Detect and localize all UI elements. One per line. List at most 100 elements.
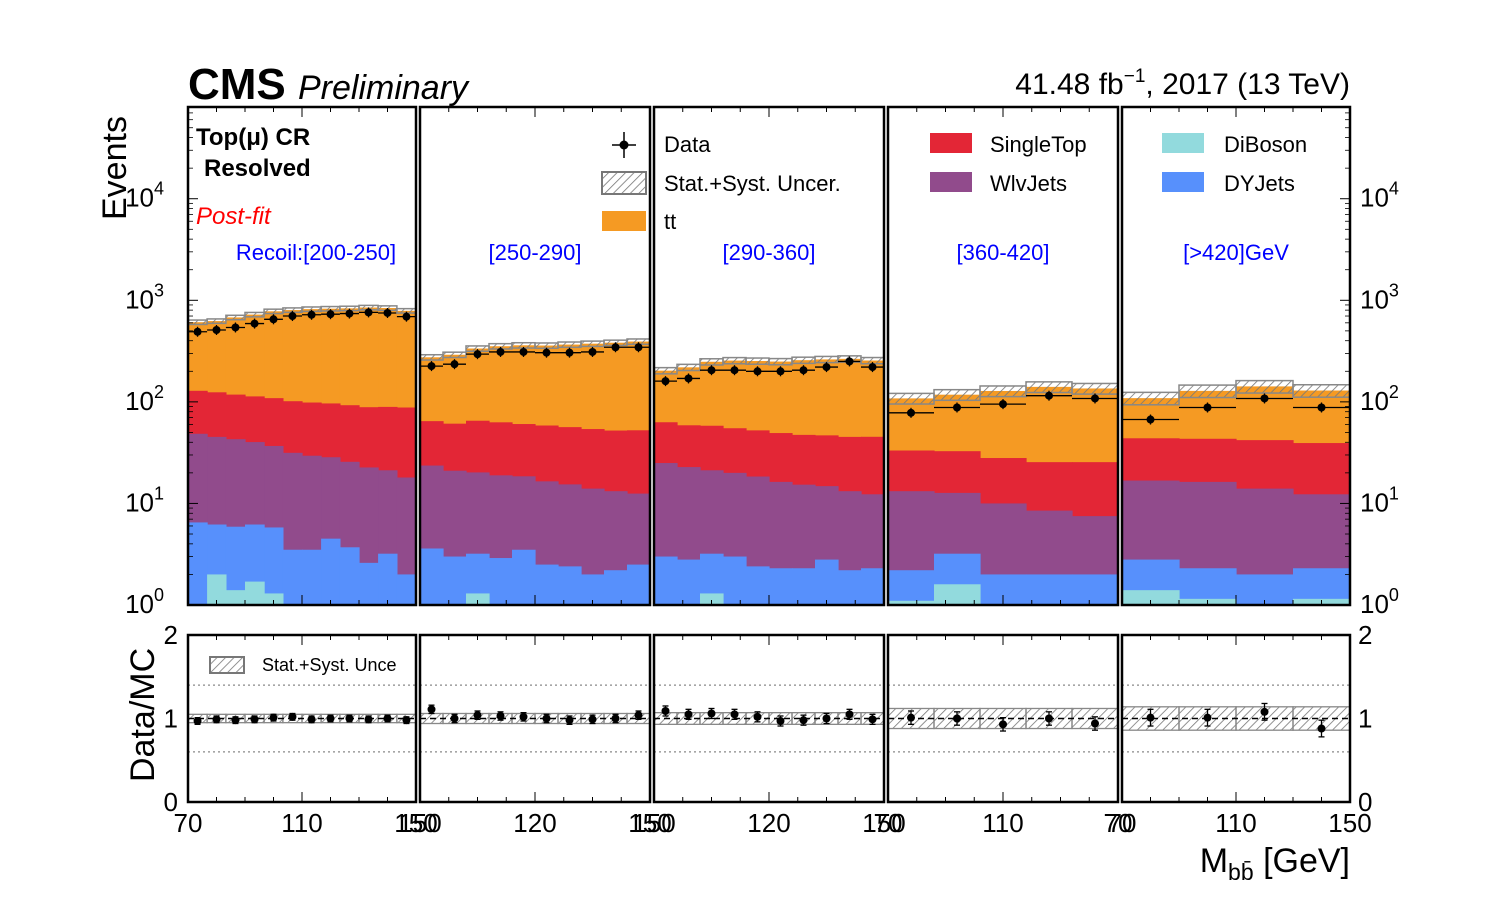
panel-5: [>420]GeV 70 110 150 xyxy=(1108,105,1372,838)
y-tick-label: 100 xyxy=(1360,585,1399,619)
y-tick-label: 101 xyxy=(1360,483,1399,517)
main-frame xyxy=(886,105,1120,607)
data-point xyxy=(326,310,335,319)
main-frame xyxy=(1120,105,1352,607)
bar-dyjets xyxy=(420,548,444,605)
recoil-label: [>420]GeV xyxy=(1183,240,1289,265)
bar-dyjets xyxy=(443,556,467,605)
ratio-point xyxy=(907,713,915,722)
recoil-label: Recoil:[200-250] xyxy=(236,240,396,265)
uncert-band xyxy=(1071,382,1119,395)
ratio-point xyxy=(1045,714,1053,723)
data-point xyxy=(661,377,670,386)
data-point xyxy=(953,403,961,412)
ratio-point xyxy=(269,713,278,722)
y-tick-label: 104 xyxy=(125,179,164,213)
y-tick-label: 104 xyxy=(1360,179,1399,213)
bar-dyjets xyxy=(815,559,839,605)
ratio-point xyxy=(193,717,202,726)
data-point xyxy=(364,308,373,317)
uncert-band xyxy=(745,357,770,365)
ratio-point xyxy=(307,715,316,724)
ratio-y-tick-label: 1 xyxy=(1358,704,1372,734)
uncert-band xyxy=(442,351,467,359)
ratio-point xyxy=(611,714,620,723)
ratio-point xyxy=(542,714,551,723)
ratio-point xyxy=(212,715,221,724)
uncert-band xyxy=(768,357,793,366)
data-point xyxy=(288,312,297,321)
bar-dyjets xyxy=(627,564,651,605)
bar-dyjets xyxy=(225,526,246,605)
bar-dyjets xyxy=(604,570,628,605)
data-point xyxy=(212,325,221,334)
ratio-point xyxy=(345,714,354,723)
bar-dyjets xyxy=(1026,574,1073,605)
bar-dyjets xyxy=(1072,574,1119,605)
ratio-point xyxy=(288,712,297,721)
data-point xyxy=(496,347,505,356)
data-point xyxy=(519,347,528,356)
ratio-point xyxy=(953,714,961,723)
bar-dyjets xyxy=(302,549,322,605)
panel-1: Recoil:[200-250] 70 110 150 xyxy=(174,105,438,838)
region-label-line2: Resolved xyxy=(204,155,311,182)
panel-4: [360-420] 70 110 70 xyxy=(874,105,1132,838)
bar-dyjets xyxy=(746,566,770,605)
x-tick-label: 110 xyxy=(982,808,1023,838)
data-point xyxy=(634,343,643,352)
bar-dyjets xyxy=(378,553,398,605)
bar-dyjets xyxy=(838,570,862,605)
y-tick-label: 100 xyxy=(125,585,164,619)
data-point xyxy=(345,309,354,318)
legend-tt-label: tt xyxy=(664,209,676,234)
bar-dyjets xyxy=(512,549,536,605)
data-point xyxy=(250,319,259,328)
uncert-band xyxy=(1121,391,1180,406)
bar-wlvjets xyxy=(396,477,417,605)
ratio-legend-label: Stat.+Syst. Unce xyxy=(262,655,397,675)
legend-data-marker xyxy=(612,132,636,158)
uncert-band xyxy=(933,388,981,402)
cms-label: CMS xyxy=(188,60,286,109)
data-point xyxy=(450,360,459,369)
data-point xyxy=(799,366,808,375)
bar-dyjets xyxy=(339,547,360,605)
bar-diboson xyxy=(934,584,981,605)
data-point xyxy=(307,310,316,319)
ratio-point xyxy=(799,716,808,725)
ratio-point xyxy=(999,720,1007,729)
bar-dyjets xyxy=(535,564,559,605)
uncert-band xyxy=(419,353,444,361)
uncert-band xyxy=(187,319,208,326)
bar-dyjets xyxy=(888,570,935,605)
ratio-legend-swatch xyxy=(209,656,245,674)
ratio-frame xyxy=(886,633,1120,804)
legend-singletop-label: SingleTop xyxy=(990,132,1087,157)
data-point xyxy=(845,357,854,366)
x-tick-label: 150 xyxy=(1328,808,1371,838)
data-point xyxy=(427,362,436,371)
x-tick-label: 150 xyxy=(394,808,437,838)
data-point xyxy=(707,366,716,375)
x-tick-label: 120 xyxy=(513,808,556,838)
ratio-frame xyxy=(186,633,418,804)
ratio-point xyxy=(364,715,373,724)
uncert-band xyxy=(814,355,839,364)
ratio-point xyxy=(588,715,597,724)
data-point xyxy=(1091,394,1099,403)
legend-diboson-label: DiBoson xyxy=(1224,132,1307,157)
ratio-point xyxy=(684,710,693,719)
legend-wlvjets-label: WlvJets xyxy=(990,171,1067,196)
ratio-frame xyxy=(418,633,652,804)
uncert-band xyxy=(791,356,816,365)
ratio-point xyxy=(634,711,643,720)
panel-2: [250-290] 150 120 150 xyxy=(398,105,672,838)
legend-uncert-label: Stat.+Syst. Uncer. xyxy=(664,171,841,196)
bar-dyjets xyxy=(861,568,885,605)
data-point xyxy=(1146,415,1155,424)
x-tick-label: 110 xyxy=(281,808,322,838)
data-point xyxy=(193,327,202,336)
ratio-point xyxy=(1260,707,1269,716)
data-point xyxy=(907,408,915,417)
